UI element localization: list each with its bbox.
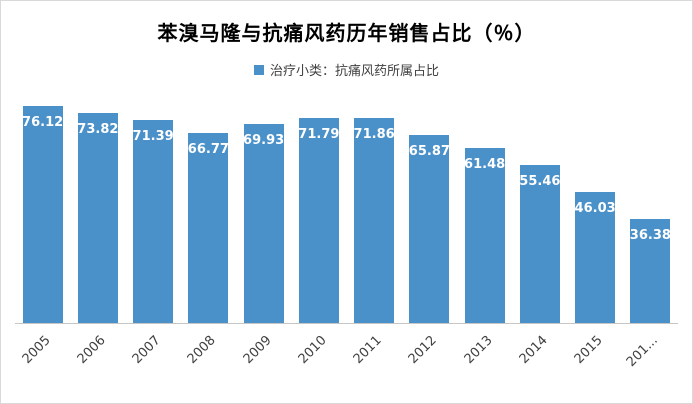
bar: 55.46 <box>519 164 561 323</box>
bar-value-label: 71.39 <box>132 128 174 144</box>
bar-value-label: 73.82 <box>77 121 119 137</box>
legend-swatch-icon <box>253 64 264 75</box>
x-axis-tick-label: 2013 <box>461 333 496 368</box>
plot-area: 76.12 2005 73.82 2006 71.39 2007 66.77 2008 69.9… <box>15 95 678 370</box>
bar: 46.03 <box>574 191 616 323</box>
bar-value-label: 61.48 <box>464 156 506 172</box>
bar-value-label: 46.03 <box>574 200 616 216</box>
bar: 73.82 <box>77 112 119 323</box>
bar-slot: 61.48 2013 <box>457 95 512 367</box>
bar: 76.12 <box>22 106 64 323</box>
bar-slot: 71.79 2010 <box>291 95 346 367</box>
x-axis-tick-label: 201... <box>624 333 661 370</box>
x-axis-tick-label: 2007 <box>129 333 164 368</box>
bar-value-label: 69.93 <box>243 132 285 148</box>
bar-value-label: 66.77 <box>187 141 229 157</box>
bar-slot: 66.77 2008 <box>181 95 236 367</box>
bar: 66.77 <box>187 132 229 323</box>
bar-slot: 69.93 2009 <box>236 95 291 367</box>
x-axis-tick-label: 2005 <box>19 333 54 368</box>
bar: 71.79 <box>298 118 340 323</box>
chart-title: 苯溴马隆与抗痛风药历年销售占比（％） <box>157 21 536 45</box>
x-axis-tick-label: 2009 <box>240 333 275 368</box>
bar: 71.39 <box>132 119 174 323</box>
x-axis-tick-label: 2006 <box>74 333 109 368</box>
x-axis-tick-label: 2010 <box>295 333 330 368</box>
bar-value-label: 65.87 <box>408 144 450 160</box>
bar-slot: 36.38 201... <box>623 95 678 370</box>
bar: 65.87 <box>408 135 450 323</box>
bar-slot: 76.12 2005 <box>15 95 70 367</box>
x-axis-tick-label: 2008 <box>184 333 219 368</box>
bar: 61.48 <box>464 147 506 323</box>
bar-slot: 46.03 2015 <box>568 95 623 367</box>
x-axis-tick-label: 2011 <box>350 333 385 368</box>
x-axis-tick-label: 2015 <box>571 333 606 368</box>
legend-label: 治疗小类：抗痛风药所属占比 <box>269 64 439 79</box>
bar-slot: 73.82 2006 <box>70 95 125 367</box>
bar: 71.86 <box>353 118 395 323</box>
bar: 69.93 <box>243 123 285 323</box>
bar-value-label: 76.12 <box>22 115 64 131</box>
bar-value-label: 71.86 <box>353 127 395 143</box>
bar-slot: 55.46 2014 <box>512 95 567 367</box>
x-axis-tick-label: 2014 <box>516 333 551 368</box>
bar-slot: 71.39 2007 <box>126 95 181 367</box>
bar-value-label: 55.46 <box>519 173 561 189</box>
bar-slot: 65.87 2012 <box>402 95 457 367</box>
bar: 36.38 <box>629 219 671 323</box>
bar-value-label: 36.38 <box>629 228 671 244</box>
bar-value-label: 71.79 <box>298 127 340 143</box>
bar-slot: 71.86 2011 <box>347 95 402 367</box>
legend: 治疗小类：抗痛风药所属占比 <box>1 60 692 79</box>
x-axis-tick-label: 2012 <box>405 333 440 368</box>
